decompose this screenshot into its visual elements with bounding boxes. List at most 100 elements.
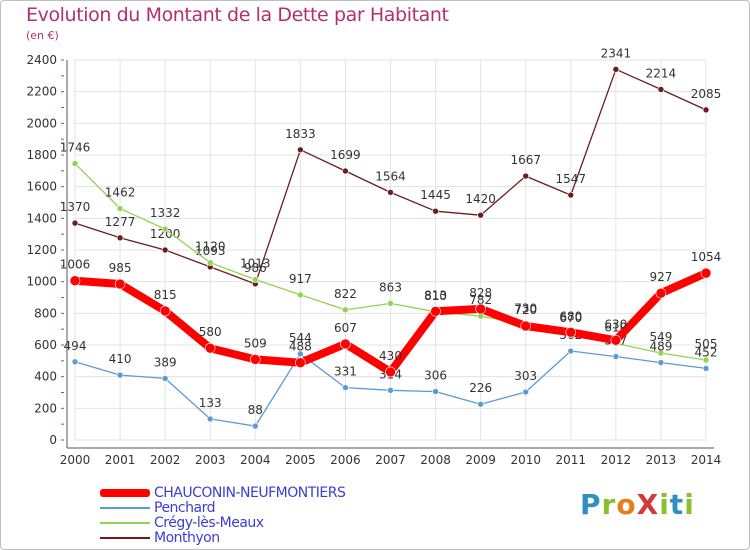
data-point — [520, 320, 532, 332]
data-point — [204, 342, 216, 354]
data-label: 1699 — [330, 148, 361, 162]
data-point — [567, 347, 575, 355]
data-label: 1833 — [285, 127, 316, 141]
data-label: 489 — [649, 340, 672, 354]
legend-item-monthyon: Monthyon — [100, 529, 345, 546]
data-point — [295, 357, 306, 369]
data-point — [116, 234, 124, 242]
data-point — [116, 371, 124, 379]
data-point — [700, 267, 712, 279]
data-label: 985 — [109, 261, 132, 275]
legend-label-chauconin: CHAUCONIN-NEUFMONTIERS — [154, 484, 346, 501]
legend-item-penchard: Penchard — [100, 499, 345, 516]
data-label: 1746 — [60, 141, 91, 155]
y-tick-label: 400 — [34, 370, 57, 384]
data-point — [206, 415, 214, 423]
data-label: 1054 — [691, 250, 722, 264]
y-tick-label: 2400 — [26, 53, 57, 67]
data-point — [342, 167, 349, 175]
data-label: 1462 — [105, 186, 136, 200]
x-tick-label: 2012 — [601, 453, 632, 467]
legend-swatch-chauconin — [100, 488, 150, 497]
data-label: 1277 — [105, 215, 136, 229]
data-point — [655, 287, 667, 299]
data-label: 782 — [469, 293, 492, 307]
data-label: 410 — [109, 352, 132, 366]
data-label: 133 — [199, 396, 222, 410]
x-tick-label: 2009 — [465, 453, 496, 467]
data-label: 607 — [334, 321, 357, 335]
y-tick-label: 1600 — [26, 180, 57, 194]
data-label: 2214 — [646, 66, 677, 80]
data-label: 488 — [289, 340, 312, 354]
data-label: 1547 — [556, 172, 587, 186]
data-point — [657, 359, 665, 366]
data-point — [71, 219, 79, 227]
x-tick-label: 2007 — [375, 453, 406, 467]
data-label: 680 — [559, 309, 582, 323]
data-point — [565, 327, 577, 338]
data-point — [297, 291, 304, 299]
data-point — [387, 189, 394, 196]
legend-swatch-cregy — [100, 521, 150, 524]
data-point — [477, 400, 484, 408]
data-point — [610, 334, 622, 346]
y-tick-label: 1800 — [26, 148, 57, 162]
data-point — [612, 353, 620, 360]
data-point — [702, 365, 710, 372]
data-label: 630 — [604, 317, 627, 331]
x-tick-label: 2005 — [285, 453, 316, 467]
data-label: 813 — [424, 288, 447, 302]
data-label: 303 — [514, 369, 537, 383]
data-point — [114, 278, 126, 290]
data-label: 1200 — [150, 227, 181, 241]
x-tick-label: 2002 — [150, 453, 181, 467]
data-point — [251, 276, 259, 283]
data-label: 1013 — [240, 257, 271, 271]
data-point — [71, 160, 79, 167]
data-label: 1445 — [420, 188, 451, 202]
data-point — [612, 66, 620, 73]
data-point — [432, 207, 439, 215]
data-point — [161, 246, 169, 254]
x-tick-label: 2010 — [510, 453, 541, 467]
data-label: 226 — [469, 381, 492, 395]
data-point — [385, 366, 396, 378]
chart-unit: (en €) — [26, 29, 59, 42]
chart-title: Evolution du Montant de la Dette par Hab… — [26, 4, 449, 26]
x-tick-label: 2001 — [105, 453, 136, 467]
x-tick-label: 2003 — [195, 453, 226, 467]
data-point — [387, 300, 394, 307]
legend-label-monthyon: Monthyon — [154, 529, 220, 546]
data-label: 670 — [559, 311, 582, 325]
x-tick-label: 2011 — [556, 453, 587, 467]
data-label: 1370 — [60, 200, 91, 214]
data-point — [430, 305, 441, 317]
data-label: 1006 — [60, 258, 91, 272]
data-point — [161, 375, 169, 382]
data-point — [477, 211, 484, 219]
data-label: 986 — [244, 261, 267, 275]
data-label: 927 — [649, 270, 672, 284]
data-label: 1120 — [195, 240, 226, 254]
y-tick-label: 2000 — [26, 116, 57, 130]
data-point — [522, 388, 530, 396]
x-tick-label: 2004 — [240, 453, 271, 467]
data-point — [567, 191, 575, 199]
data-label: 580 — [199, 325, 222, 339]
data-point — [340, 338, 351, 350]
legend-label-penchard: Penchard — [154, 499, 215, 516]
data-label: 430 — [379, 349, 402, 363]
y-tick-label: 600 — [34, 338, 57, 352]
x-tick-label: 2006 — [330, 453, 361, 467]
data-point — [657, 86, 665, 93]
data-point — [159, 305, 171, 317]
data-label: 1667 — [510, 153, 541, 167]
proxiti-logo: ProXiti — [580, 488, 695, 521]
legend-swatch-monthyon — [100, 536, 150, 539]
data-label: 730 — [514, 301, 537, 315]
data-point — [387, 386, 394, 394]
data-label: 505 — [695, 337, 718, 351]
data-label: 389 — [154, 355, 177, 369]
data-label: 863 — [379, 280, 402, 294]
